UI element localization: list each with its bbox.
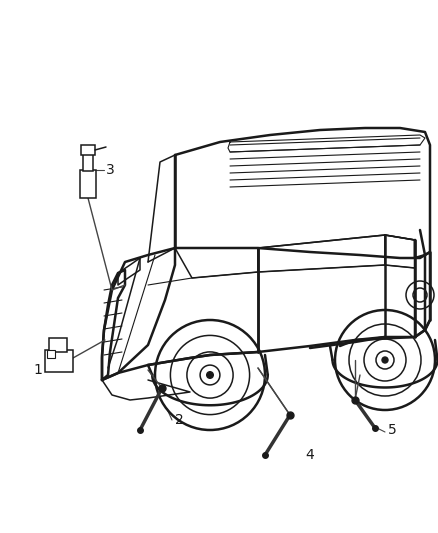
Bar — [47, 350, 55, 358]
Bar — [49, 338, 67, 352]
Bar — [81, 145, 95, 155]
Text: 2: 2 — [175, 413, 184, 427]
Text: 5: 5 — [388, 423, 397, 437]
Text: 1: 1 — [33, 363, 42, 377]
Text: 4: 4 — [305, 448, 314, 462]
Text: 3: 3 — [106, 163, 115, 177]
Bar — [83, 153, 93, 171]
Bar — [45, 350, 73, 372]
Circle shape — [207, 372, 213, 378]
Circle shape — [382, 357, 388, 363]
Bar — [80, 170, 96, 198]
